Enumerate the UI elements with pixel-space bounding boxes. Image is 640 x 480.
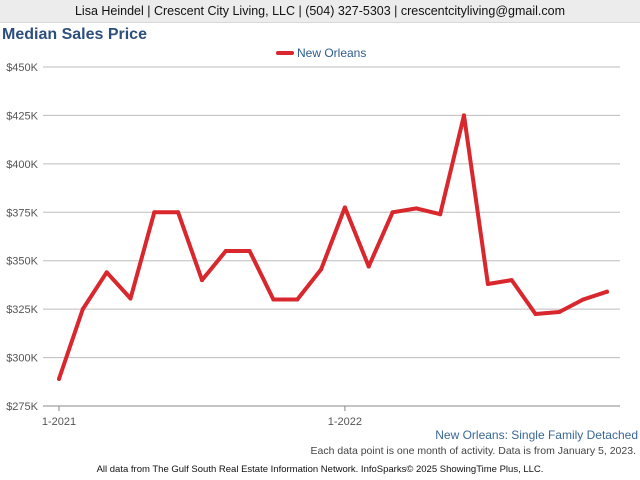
y-tick-label: $400K [6, 159, 38, 171]
data-point [176, 210, 181, 215]
data-point [509, 278, 514, 283]
data-point [366, 264, 371, 269]
legend: New Orleans [276, 46, 366, 60]
data-point [390, 210, 395, 215]
data-point [533, 311, 538, 316]
legend-label: New Orleans [297, 46, 366, 60]
y-tick-label: $350K [6, 256, 38, 268]
x-tick-label: 1-2022 [328, 416, 362, 428]
y-tick-label: $425K [6, 110, 38, 122]
data-point [319, 267, 324, 272]
series-description: New Orleans: Single Family Detached [435, 428, 638, 442]
data-point [414, 206, 419, 211]
data-point [342, 205, 347, 210]
data-point [247, 249, 252, 254]
data-point [605, 289, 609, 294]
chart-title: Median Sales Price [2, 26, 147, 43]
data-point [557, 310, 562, 315]
contact-banner: Lisa Heindel | Crescent City Living, LLC… [0, 0, 640, 23]
data-point [128, 296, 133, 301]
data-point [80, 307, 85, 312]
attribution: All data from The Gulf South Real Estate… [96, 464, 544, 475]
contact-text: Lisa Heindel | Crescent City Living, LLC… [74, 4, 565, 18]
y-tick-label: $375K [6, 207, 38, 219]
data-point [104, 270, 109, 275]
y-tick-label: $300K [6, 353, 38, 365]
data-point [462, 113, 467, 118]
data-point [223, 249, 228, 254]
axes: $275K $300K $325K $350K $375K $400K $425K $450K… [6, 62, 362, 428]
x-tick-label: 1-2021 [42, 416, 76, 428]
data-point [271, 297, 276, 302]
data-note: Each data point is one month of activity… [310, 445, 636, 457]
data-point [295, 297, 300, 302]
data-point [57, 376, 61, 381]
y-tick-label: $325K [6, 304, 38, 316]
y-tick-label: $450K [6, 62, 38, 74]
series-line-new-orleans [57, 113, 609, 381]
data-point [438, 212, 443, 217]
data-point [485, 281, 490, 286]
data-point [152, 210, 157, 215]
grid-lines [43, 66, 620, 407]
data-point [199, 278, 204, 283]
series-lines [57, 113, 609, 381]
data-point [581, 297, 586, 302]
y-tick-label: $275K [6, 401, 38, 413]
